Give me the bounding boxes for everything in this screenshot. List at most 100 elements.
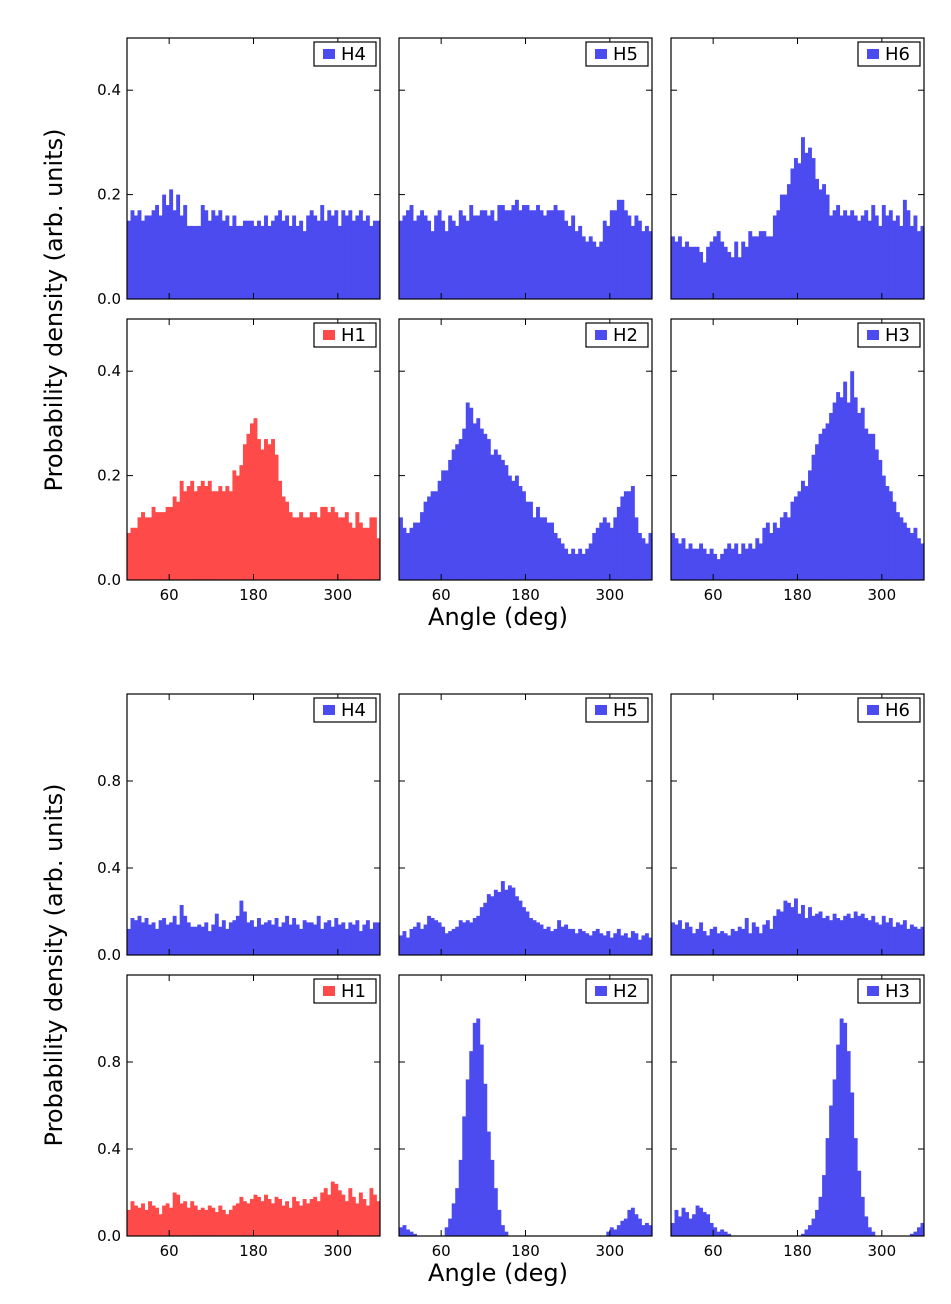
histogram-bar <box>183 915 188 955</box>
histogram-bar <box>822 428 827 580</box>
histogram-bar <box>214 215 219 299</box>
histogram-bar <box>758 231 763 299</box>
histogram-bar <box>420 210 424 299</box>
histogram-bar <box>228 491 233 580</box>
histogram-bar <box>644 543 649 580</box>
histogram-bar <box>141 512 145 580</box>
histogram-bar <box>832 210 837 299</box>
histogram-bar <box>369 928 374 955</box>
histogram-bar <box>351 1196 356 1236</box>
histogram-bar <box>430 231 435 299</box>
histogram-bar <box>483 433 488 580</box>
histogram-bar <box>479 907 484 955</box>
histogram-bar <box>913 1231 918 1236</box>
histogram-bar <box>885 215 890 299</box>
histogram-bar <box>888 210 893 299</box>
histogram-bar <box>620 1220 625 1236</box>
histogram-bar <box>423 924 428 955</box>
histogram-bar <box>479 210 484 299</box>
histogram-bar <box>409 1231 414 1236</box>
histogram-bar <box>186 922 191 956</box>
histogram-bar <box>772 915 777 955</box>
histogram-bar <box>637 533 642 580</box>
histogram-bar <box>179 480 184 580</box>
histogram-bar <box>585 241 590 299</box>
histogram-bar <box>613 517 618 580</box>
histogram-bar <box>455 1188 460 1236</box>
histogram-bar <box>232 920 237 955</box>
histogram-bar <box>532 920 537 955</box>
histogram-bar <box>578 225 583 299</box>
histogram-bar <box>846 1051 851 1237</box>
histogram-bar <box>221 220 226 299</box>
histogram-bar <box>902 199 907 299</box>
histogram-bar <box>278 1199 283 1236</box>
legend: H1 <box>313 322 377 348</box>
histogram-bar <box>486 215 491 299</box>
histogram-bar <box>620 935 625 955</box>
histogram-bar <box>455 926 460 955</box>
histogram-bar <box>822 1175 827 1236</box>
histogram-bar <box>804 152 809 299</box>
y-tick-label: 0.0 <box>97 1227 121 1245</box>
histogram-bar <box>713 553 718 580</box>
histogram-bar <box>242 911 247 955</box>
histogram-bar <box>609 937 614 955</box>
histogram-bar <box>867 920 872 955</box>
histogram-bar <box>137 1207 142 1236</box>
histogram-bar <box>895 512 900 580</box>
histogram-bar <box>765 522 770 580</box>
histogram-bar <box>793 898 798 955</box>
histogram-bar <box>853 1138 858 1237</box>
histogram-bar <box>713 1227 718 1236</box>
histogram-bar <box>815 913 819 955</box>
histogram-bar <box>306 922 311 956</box>
y-tick-label: 0.0 <box>97 290 121 308</box>
histogram-bar <box>218 926 223 955</box>
histogram-bar <box>327 210 332 299</box>
histogram-bar <box>793 496 798 580</box>
histogram-bar <box>369 517 374 580</box>
histogram-bar <box>451 220 456 299</box>
histogram-bar <box>804 486 809 580</box>
histogram-bar <box>239 1196 244 1236</box>
legend-swatch <box>867 330 879 340</box>
histogram-bar <box>225 215 230 299</box>
histogram-bar <box>211 1207 216 1236</box>
histogram-bar <box>699 252 704 299</box>
histogram-bar <box>727 935 732 955</box>
histogram-bar <box>155 512 160 580</box>
y-tick-label: 0.8 <box>97 772 121 790</box>
histogram-bar <box>846 402 851 580</box>
histogram-bar <box>162 512 167 580</box>
histogram-bar <box>909 924 914 955</box>
histogram-bar <box>741 928 746 955</box>
histogram-bar <box>871 433 876 580</box>
histogram-bar <box>546 210 551 299</box>
histogram-bar <box>448 1218 453 1236</box>
histogram-bar <box>434 491 439 580</box>
histogram-bar <box>497 1209 502 1236</box>
histogram-bar <box>158 215 163 299</box>
histogram-bar <box>692 933 696 955</box>
histogram-bar <box>906 928 911 955</box>
histogram-bar <box>278 480 283 580</box>
histogram-bar <box>585 548 590 580</box>
histogram-bar <box>334 918 339 955</box>
histogram-bar <box>497 205 502 299</box>
histogram-bar <box>616 199 621 299</box>
histogram-bar <box>155 205 160 299</box>
legend-label: H1 <box>341 325 366 346</box>
histogram-bar <box>285 501 290 580</box>
histogram-bar <box>521 907 526 955</box>
histogram-bar <box>399 1227 403 1236</box>
histogram-bar <box>644 1222 649 1236</box>
histogram-bar <box>190 480 195 580</box>
histogram-bar <box>648 1225 653 1237</box>
histogram-bar <box>323 220 328 299</box>
histogram-bar <box>260 449 265 580</box>
histogram-bar <box>793 158 798 299</box>
histogram-bar <box>560 543 565 580</box>
histogram-bar <box>899 924 904 955</box>
histogram-bar <box>613 210 618 299</box>
